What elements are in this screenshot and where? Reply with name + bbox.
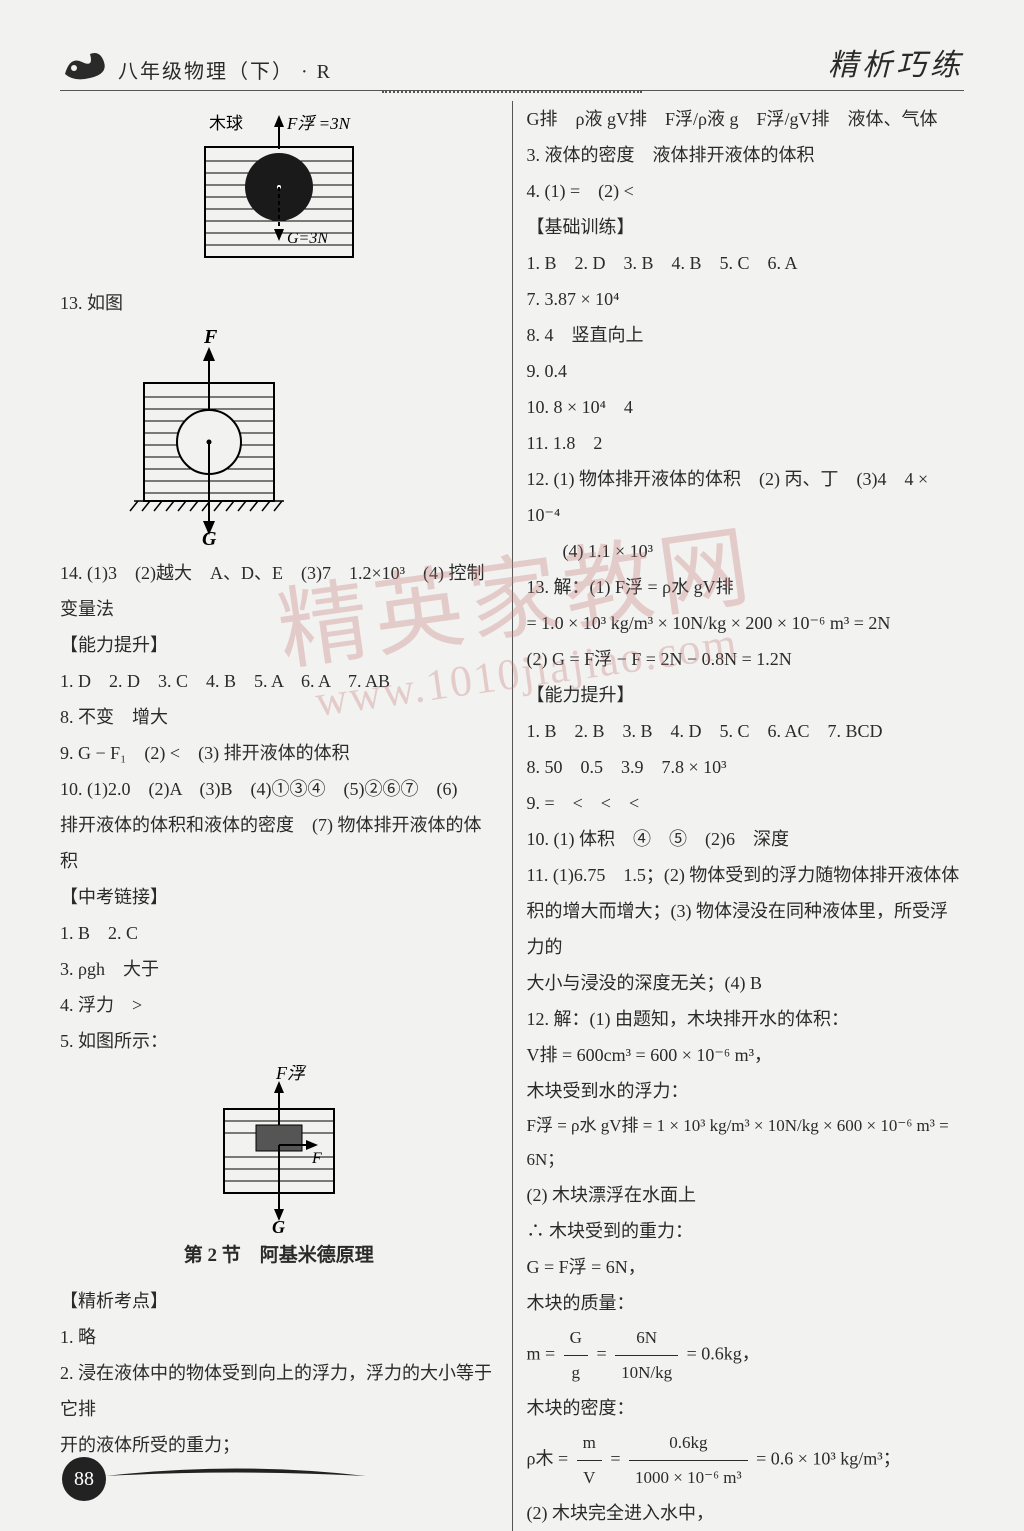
header-left: 八年级物理（下） · R (60, 44, 332, 84)
p1: 1. 略 (60, 1319, 498, 1355)
fig1-label-g: G=3N (287, 230, 329, 247)
up-10b: 排开液体的体积和液体的密度 (7) 物体排开液体的体积 (60, 807, 498, 879)
right-column: G排 ρ液 gV排 F浮/ρ液 g F浮/gV排 液体、气体 3. 液体的密度 … (512, 101, 965, 1531)
m-frac1: G g (564, 1321, 588, 1390)
b12a: 12. (1) 物体排开液体的体积 (2) 丙、丁 (3)4 4 × 10⁻⁴ (527, 461, 965, 533)
m-frac2: 6N 10N/kg (615, 1321, 678, 1390)
u1: 1. B 2. B 3. B 4. D 5. C 6. AC 7. BCD (527, 713, 965, 749)
r3: 3. 液体的密度 液体排开液体的体积 (527, 137, 965, 173)
u11c: 大小与浸没的深度无关；(4) B (527, 965, 965, 1001)
rho-num: m (577, 1426, 602, 1461)
fig2-G: G (202, 528, 217, 547)
r-top: G排 ρ液 gV排 F浮/ρ液 g F浮/gV排 液体、气体 (527, 101, 965, 137)
left-column: 木球 F浮 =3N G=3N (60, 101, 512, 1531)
book-label-text: 八年级物理（下） (118, 61, 294, 83)
rho-frac1: m V (577, 1426, 602, 1495)
page: 八年级物理（下） · R 精析巧练 木球 F浮 =3N (0, 0, 1024, 1523)
m-eq: = (596, 1344, 606, 1364)
figure-woodball: 木球 F浮 =3N G=3N (60, 107, 498, 277)
b8: 8. 4 竖直向上 (527, 317, 965, 353)
u9: 9. = < < < (527, 785, 965, 821)
u12e: (2) 木块漂浮在水面上 (527, 1177, 965, 1213)
b10: 10. 8 × 10⁴ 4 (527, 389, 965, 425)
lk-4: 4. 浮力 > (60, 987, 498, 1023)
lk-1: 1. B 2. C (60, 915, 498, 951)
b7: 7. 3.87 × 10⁴ (527, 281, 965, 317)
page-number: 88 (74, 1468, 94, 1491)
brand-title: 精析巧练 (828, 40, 964, 84)
u12j: (2) 木块完全进入水中， (527, 1495, 965, 1531)
b1: 1. B 2. D 3. B 4. B 5. C 6. A (527, 245, 965, 281)
rho-eq: = (610, 1449, 620, 1469)
up-1: 1. D 2. D 3. C 4. B 5. A 6. A 7. AB (60, 663, 498, 699)
m-den2: 10N/kg (615, 1356, 678, 1390)
rho-den: V (577, 1461, 602, 1495)
u11b: 积的增大而增大；(3) 物体浸没在同种液体里，所受浮力的 (527, 893, 965, 965)
u8: 8. 50 0.5 3.9 7.8 × 10³ (527, 749, 965, 785)
columns: 木球 F浮 =3N G=3N (60, 101, 964, 1531)
up-8: 8. 不变 增大 (60, 699, 498, 735)
fig1-label-left: 木球 (209, 114, 243, 133)
mass-equation: m = G g = 6N 10N/kg = 0.6kg， (527, 1321, 965, 1390)
line-14b: 变量法 (60, 591, 498, 627)
b13c: (2) G = F浮 − F = 2N − 0.8N = 1.2N (527, 641, 965, 677)
fig3-F: F (311, 1150, 322, 1167)
b13b: = 1.0 × 10³ kg/m³ × 10N/kg × 200 × 10⁻⁶ … (527, 605, 965, 641)
u12h: 木块的质量： (527, 1285, 965, 1321)
lk-5: 5. 如图所示： (60, 1023, 498, 1059)
b11: 11. 1.8 2 (527, 425, 965, 461)
lk-3: 3. ρgh 大于 (60, 951, 498, 987)
up-9: 9. G − F₁ (2) < (3) 排开液体的体积 (60, 735, 498, 771)
m-num2: 6N (615, 1321, 678, 1356)
book-label: 八年级物理（下） · R (118, 55, 332, 84)
caption-points: 【精析考点】 (60, 1283, 498, 1319)
p2a: 2. 浸在液体中的物体受到向上的浮力，浮力的大小等于它排 (60, 1355, 498, 1427)
swoosh-icon (106, 1467, 366, 1485)
section-2-title: 第 2 节 阿基米德原理 (184, 1237, 374, 1275)
line-13: 13. 如图 (60, 285, 498, 321)
fig2-F: F (203, 327, 218, 348)
ornament-icon (60, 44, 110, 84)
line-14a: 14. (1)3 (2)越大 A、D、E (3)7 1.2×10³ (4) 控制 (60, 555, 498, 591)
header: 八年级物理（下） · R 精析巧练 (60, 40, 964, 84)
fig1-label-fup: F浮 =3N (286, 114, 352, 133)
rho-frac2: 0.6kg 1000 × 10⁻⁶ m³ (629, 1426, 748, 1495)
p2b: 开的液体所受的重力； (60, 1427, 498, 1463)
b13a: 13. 解：(1) F浮 = ρ水 gV排 (527, 569, 965, 605)
caption-exam-link: 【中考链接】 (60, 879, 498, 915)
fig3-G: G (272, 1217, 285, 1235)
rho-rhs: = 0.6 × 10³ kg/m³； (756, 1449, 901, 1469)
m-den: g (564, 1356, 588, 1390)
b9: 9. 0.4 (527, 353, 965, 389)
u11a: 11. (1)6.75 1.5；(2) 物体受到的浮力随物体排开液体体 (527, 857, 965, 893)
header-dash (382, 91, 642, 93)
m-rhs: = 0.6kg， (687, 1344, 760, 1364)
u12g: G = F浮 = 6N， (527, 1249, 965, 1285)
u12i: 木块的密度： (527, 1390, 965, 1426)
rho-den2: 1000 × 10⁻⁶ m³ (629, 1461, 748, 1495)
u12b: V排 = 600cm³ = 600 × 10⁻⁶ m³， (527, 1037, 965, 1073)
u12d: F浮 = ρ水 gV排 = 1 × 10³ kg/m³ × 10N/kg × 6… (527, 1109, 965, 1177)
book-label-suffix: · R (301, 61, 332, 83)
fig3-Fup: F浮 (275, 1065, 308, 1083)
caption-ability-up-2: 【能力提升】 (527, 677, 965, 713)
up-10a: 10. (1)2.0 (2)A (3)B (4)①③④ (5)②⑥⑦ (6) (60, 771, 498, 807)
u10: 10. (1) 体积 ④ ⑤ (2)6 深度 (527, 821, 965, 857)
m-lhs: m = (527, 1344, 556, 1364)
u12c: 木块受到水的浮力： (527, 1073, 965, 1109)
density-equation: ρ木 = m V = 0.6kg 1000 × 10⁻⁶ m³ = 0.6 × … (527, 1426, 965, 1495)
caption-basic: 【基础训练】 (527, 209, 965, 245)
m-num: G (564, 1321, 588, 1356)
b12b: (4) 1.1 × 10³ (527, 533, 965, 569)
figure-block-float: F浮 F G 第 2 节 阿 (60, 1065, 498, 1275)
figure-tank-ball: F (0, 327, 498, 547)
caption-ability-up: 【能力提升】 (60, 627, 498, 663)
rho-num2: 0.6kg (629, 1426, 748, 1461)
r4: 4. (1) = (2) < (527, 173, 965, 209)
page-number-badge: 88 (62, 1457, 106, 1501)
u12a: 12. 解：(1) 由题知，木块排开水的体积： (527, 1001, 965, 1037)
u12f: ∴ 木块受到的重力： (527, 1213, 965, 1249)
rho-lhs: ρ木 = (527, 1449, 569, 1469)
